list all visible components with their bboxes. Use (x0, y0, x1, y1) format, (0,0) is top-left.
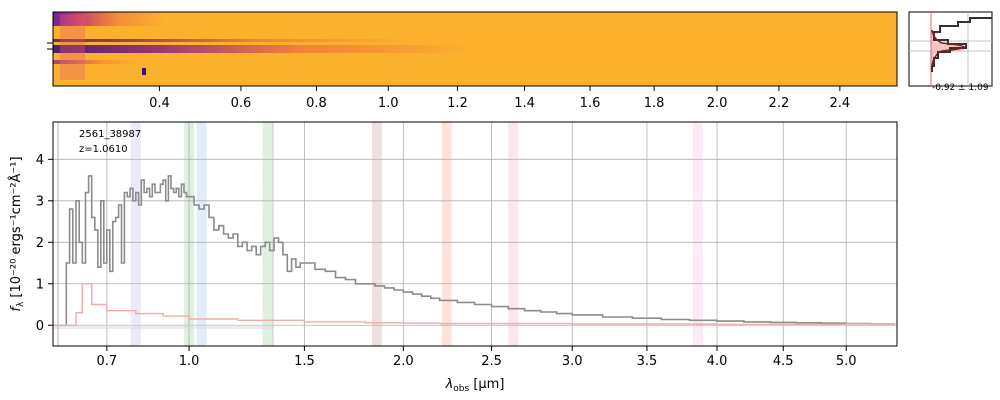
twod-x-tick-label: 0.6 (231, 96, 252, 111)
y-axis-label-sub: λ (16, 301, 26, 307)
emission-line-band (692, 122, 703, 346)
x-tick-label: 0.7 (96, 354, 117, 369)
object-id-label: 2561_38987 (79, 129, 141, 140)
y-axis-label-main: f (9, 305, 24, 312)
twod-x-tick-label: 1.0 (378, 96, 399, 111)
profile-panel: -0.92 ± 1.09 (908, 11, 993, 93)
x-axis-label-main: λ (445, 377, 454, 392)
emission-line-band (371, 122, 382, 346)
y-axis-label: fλ [10⁻²⁰ ergs⁻¹cm⁻²Å⁻¹] (8, 156, 26, 311)
x-axis-label-unit: [μm] (469, 377, 504, 392)
x-tick-label: 3.0 (562, 354, 583, 369)
y-axis-label-unit: [10⁻²⁰ ergs⁻¹cm⁻²Å⁻¹] (8, 156, 24, 301)
error-series-line (53, 283, 896, 326)
profile-fill (931, 12, 964, 86)
twod-spectrum-panel: 0.4 0.6 0.8 1.0 1.2 1.4 1.6 1.8 2.0 2.2 2.4 (47, 11, 898, 111)
x-tick-label: 3.5 (637, 354, 658, 369)
x-tick-label: 1.5 (294, 354, 315, 369)
twod-x-tick-label: 1.6 (580, 96, 601, 111)
twod-x-tick-label: 0.8 (306, 96, 327, 111)
twod-trace-b (53, 45, 753, 53)
profile-fit-line (931, 29, 966, 67)
twod-band-top (53, 12, 373, 26)
flux-series-line (53, 175, 896, 327)
y-tick-label: 3 (36, 194, 44, 209)
twod-dark-spot (142, 68, 146, 75)
twod-x-tick-label: 2.4 (830, 96, 851, 111)
y-ticks: 0 1 2 3 4 (36, 153, 53, 334)
twod-trace-a (53, 39, 653, 42)
spectrum-panel: 0.7 1.0 1.5 2.0 2.5 3.0 3.5 4.0 4.5 5.0 0 1 2 3 4 256… (8, 121, 898, 394)
redshift-label: z=1.0610 (79, 144, 128, 155)
twod-trace-c (53, 60, 303, 64)
twod-x-tick-label: 0.4 (149, 96, 170, 111)
spectrum-plot-area (53, 122, 897, 346)
emission-line-band (196, 122, 207, 346)
emission-line-band (441, 122, 452, 346)
x-tick-label: 5.0 (836, 354, 857, 369)
twod-x-ticks: 0.4 0.6 0.8 1.0 1.2 1.4 1.6 1.8 2.0 2.2 2.4 (149, 86, 850, 111)
y-tick-label: 0 (36, 319, 44, 334)
spectrum-frame (52, 121, 898, 347)
x-tick-label: 4.5 (773, 354, 794, 369)
x-tick-label: 2.0 (393, 354, 414, 369)
x-ticks: 0.7 1.0 1.5 2.0 2.5 3.0 3.5 4.0 4.5 5.0 (96, 346, 857, 369)
emission-line-band (508, 122, 519, 346)
emission-line-band (262, 122, 273, 346)
x-axis-label: λobs [μm] (445, 377, 505, 394)
emission-line-band (130, 122, 141, 346)
x-tick-label: 4.0 (707, 354, 728, 369)
y-tick-label: 1 (36, 277, 44, 292)
zero-region-shade (53, 325, 273, 329)
twod-x-tick-label: 2.2 (769, 96, 790, 111)
twod-x-tick-label: 1.4 (514, 96, 535, 111)
x-axis-label-sub: obs (453, 384, 469, 394)
x-tick-label: 1.0 (179, 354, 200, 369)
y-tick-label: 4 (36, 153, 44, 168)
twod-x-tick-label: 1.2 (447, 96, 468, 111)
profile-annotation: -0.92 ± 1.09 (932, 83, 989, 93)
y-tick-label: 2 (36, 236, 44, 251)
twod-x-tick-label: 2.0 (707, 96, 728, 111)
twod-left-noise (60, 15, 85, 80)
spectrum-series (53, 175, 896, 327)
twod-x-tick-label: 1.8 (644, 96, 665, 111)
x-tick-label: 2.5 (481, 354, 502, 369)
